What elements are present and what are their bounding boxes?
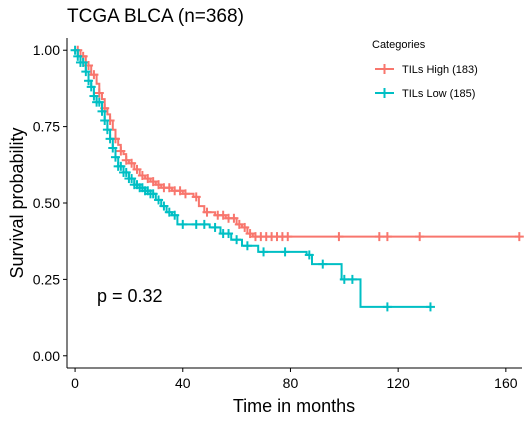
censor-mark: [89, 91, 99, 101]
legend-title: Categories: [372, 39, 426, 51]
censor-mark: [86, 82, 96, 92]
x-tick-label: 80: [283, 375, 299, 391]
survival-curve-tils-high: [75, 49, 520, 238]
censor-mark: [170, 210, 180, 220]
censor-mark: [81, 67, 91, 77]
censor-mark: [191, 219, 201, 229]
censor-mark: [178, 219, 188, 229]
y-tick-label: 0.25: [33, 271, 60, 287]
censor-mark: [259, 247, 269, 257]
censor-mark: [105, 134, 115, 144]
plot-area: [70, 45, 524, 312]
censor-mark: [347, 274, 357, 284]
y-axis-title: Survival probability: [7, 127, 27, 278]
censor-mark: [280, 247, 290, 257]
censor-mark: [70, 45, 80, 55]
censor-mark: [121, 155, 131, 165]
censor-mark: [148, 177, 158, 187]
chart-title: TCGA BLCA (n=368): [67, 6, 244, 27]
censor-mark: [121, 167, 131, 177]
legend-label: TILs Low (185): [402, 88, 475, 100]
censor-mark: [374, 232, 384, 242]
censor-mark: [78, 57, 88, 67]
censor-mark: [234, 219, 244, 229]
legend-label: TILs High (183): [402, 64, 478, 76]
censor-mark: [318, 259, 328, 269]
y-tick-label: 1.00: [33, 42, 60, 58]
censor-mark: [89, 70, 99, 80]
censor-mark: [154, 195, 164, 205]
censor-mark: [339, 274, 349, 284]
censor-mark: [240, 222, 250, 232]
x-tick-label: 40: [175, 375, 191, 391]
censor-mark: [283, 232, 293, 242]
censor-mark: [154, 180, 164, 190]
x-tick-label: 0: [71, 375, 79, 391]
censor-mark: [127, 174, 137, 184]
legend: Categories TILs High (183) TILs Low (185): [372, 39, 478, 100]
legend-item: TILs High (183): [375, 64, 478, 76]
y-tick-label: 0.50: [33, 195, 60, 211]
censor-mark: [382, 232, 392, 242]
censor-mark: [232, 235, 242, 245]
censor-mark: [242, 241, 252, 251]
censor-mark: [164, 207, 174, 217]
censor-mark: [191, 192, 201, 202]
censor-mark: [108, 143, 118, 153]
censor-mark: [514, 232, 524, 242]
y-tick-label: 0.00: [33, 348, 60, 364]
censor-mark: [159, 201, 169, 211]
p-value-annotation: p = 0.32: [97, 286, 163, 306]
y-tick-label: 0.75: [33, 119, 60, 135]
censor-mark: [175, 186, 185, 196]
censor-mark: [304, 250, 314, 260]
censor-mark: [137, 171, 147, 180]
y-axis: 0.00 0.25 0.50 0.75 1.00: [33, 38, 68, 368]
censor-mark: [116, 146, 126, 156]
censor-mark: [210, 222, 220, 232]
censor-mark: [73, 51, 83, 61]
censor-mark: [415, 232, 425, 242]
x-axis-title: Time in months: [233, 396, 355, 416]
censor-mark: [224, 229, 234, 239]
censor-mark: [180, 189, 190, 199]
censor-mark: [97, 106, 107, 116]
censor-mark: [148, 189, 158, 199]
censor-mark: [245, 229, 255, 239]
censor-mark: [382, 302, 392, 312]
censor-mark: [218, 210, 228, 220]
censor-mark: [202, 207, 212, 217]
censor-mark: [164, 183, 174, 193]
x-tick-label: 120: [386, 375, 410, 391]
x-axis: 0 40 80 120 160: [67, 367, 522, 391]
legend-item: TILs Low (185): [375, 88, 475, 100]
censor-mark: [94, 88, 104, 98]
censor-mark: [100, 116, 110, 125]
censor-mark: [102, 125, 112, 135]
censor-mark: [116, 161, 126, 171]
censor-mark: [132, 164, 142, 174]
censor-mark: [334, 232, 344, 242]
censor-mark: [84, 76, 94, 86]
x-tick-label: 160: [494, 375, 518, 391]
censor-mark: [143, 174, 153, 184]
censor-mark: [110, 152, 120, 162]
censor-mark: [94, 97, 104, 107]
censor-mark: [127, 158, 137, 168]
censor-mark: [199, 219, 209, 229]
censor-mark: [229, 213, 239, 223]
censor-mark: [425, 302, 435, 312]
